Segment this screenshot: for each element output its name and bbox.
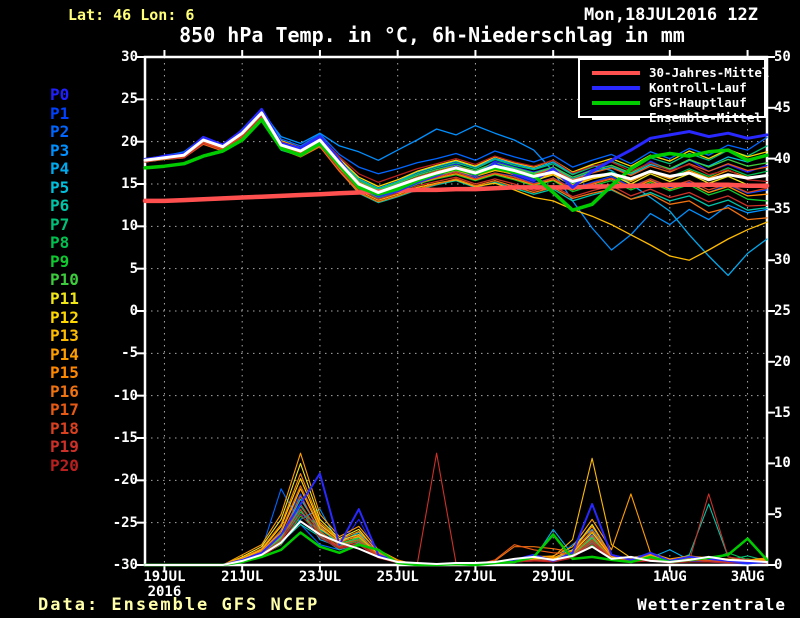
data-source-label: Data: Ensemble GFS NCEP [38, 595, 320, 615]
left-axis-tick-0: 0 [129, 303, 138, 319]
x-axis-tick-27JUL: 27JUL [454, 569, 497, 585]
x-axis-tick-1AUG: 1AUG [652, 569, 687, 585]
member-label-P15: P15 [50, 363, 79, 383]
member-label-P3: P3 [50, 140, 70, 160]
legend-swatch-Ensemble-Mittel [592, 115, 640, 120]
x-axis-tick-21JUL: 21JUL [221, 569, 264, 585]
member-label-P0: P0 [50, 85, 70, 104]
legend-item-Kontroll-Lauf: Kontroll-Lauf [592, 80, 760, 95]
left-axis-tick--5: -5 [121, 345, 138, 362]
run-datetime-label: Mon,18JUL2016 12Z [584, 5, 758, 25]
member-label-P19: P19 [50, 437, 79, 457]
left-axis-tick-10: 10 [121, 218, 138, 235]
special-line-Ensemble-Mittel-precip [144, 520, 768, 566]
legend-label-Ensemble-Mittel: Ensemble-Mittel [649, 110, 762, 125]
special-line-Ensemble-Mittel-temp [143, 111, 769, 194]
legend-item-30-Jahres-Mittel: 30-Jahres-Mittel [592, 65, 769, 80]
legend-label-30-Jahres-Mittel: 30-Jahres-Mittel [649, 65, 770, 80]
left-axis-tick--20: -20 [112, 472, 138, 489]
member-label-P2: P2 [50, 122, 70, 142]
left-axis-tick-30: 30 [121, 49, 138, 65]
member-label-P1: P1 [50, 103, 70, 123]
member-line-P9-precip [144, 515, 768, 566]
right-axis-tick-15: 15 [774, 404, 791, 421]
right-axis-tick-5: 5 [774, 506, 783, 523]
left-axis-tick--30: -30 [112, 557, 138, 573]
right-axis-tick-50: 50 [774, 49, 791, 65]
legend-item-GFS-Hauptlauf: GFS-Hauptlauf [592, 95, 760, 110]
member-line-P16-precip [144, 485, 768, 566]
member-line-P18-precip [144, 503, 768, 566]
special-line-30-Jahres-Mittel-temp [142, 182, 770, 204]
x-axis-tick-29JUL: 29JUL [532, 569, 575, 585]
member-label-P18: P18 [50, 418, 79, 438]
right-axis-tick-45: 45 [774, 99, 791, 116]
member-label-P14: P14 [50, 344, 79, 364]
member-label-column: P0 P1 P2 P3 P4 P5 P6 P7 P8 P9 P10 P11 P12 P13 P14 P15 P1… [50, 85, 79, 475]
member-label-P11: P11 [50, 289, 79, 309]
right-axis-tick-30: 30 [774, 252, 791, 269]
member-line-P2-precip [144, 488, 768, 566]
right-axis-tick-40: 40 [774, 150, 791, 167]
legend-item-Ensemble-Mittel: Ensemble-Mittel [592, 110, 762, 125]
coords-label: Lat: 46 Lon: 6 [68, 6, 195, 24]
left-axis-tick--10: -10 [112, 387, 138, 404]
x-axis-tick-23JUL: 23JUL [298, 569, 342, 585]
right-axis-tick-0: 0 [774, 557, 783, 573]
left-axis-tick-15: 15 [121, 176, 138, 192]
member-label-P12: P12 [50, 307, 79, 327]
left-axis-tick-25: 25 [121, 91, 138, 108]
member-label-P16: P16 [50, 381, 79, 401]
member-line-P19-precip [144, 452, 768, 566]
right-axis-tick-35: 35 [774, 201, 791, 218]
right-axis-tick-20: 20 [774, 353, 791, 370]
left-axis-tick--15: -15 [112, 430, 138, 446]
legend-swatch-30-Jahres-Mittel [592, 70, 640, 75]
chart-title: 850 hPa Temp. in °C, 6h-Niederschlag in … [179, 23, 685, 47]
member-label-P7: P7 [50, 214, 70, 234]
member-label-P4: P4 [50, 159, 70, 179]
x-axis-tick-19JUL: 19JUL [143, 569, 186, 585]
member-line-P19-temp [144, 115, 768, 207]
right-axis-tick-25: 25 [774, 303, 791, 319]
left-axis-tick-5: 5 [129, 260, 138, 277]
member-label-P20: P20 [50, 455, 79, 475]
brand-label: Wetterzentrale [637, 595, 786, 614]
member-label-P5: P5 [50, 177, 70, 197]
legend-swatch-GFS-Hauptlauf [592, 100, 640, 105]
member-line-P1-precip [144, 493, 768, 566]
member-label-P8: P8 [50, 233, 70, 253]
x-axis-tick-25JUL: 25JUL [376, 569, 419, 585]
member-line-P13-precip [144, 457, 768, 566]
member-line-P7-precip [144, 505, 768, 566]
x-axis-tick-3AUG: 3AUG [730, 569, 765, 585]
member-label-P17: P17 [50, 400, 79, 420]
legend-swatch-Kontroll-Lauf [592, 85, 640, 90]
x-axis-year-label: 2016 [147, 584, 182, 600]
right-axis-tick-10: 10 [774, 455, 791, 472]
member-line-P14-precip [144, 452, 768, 566]
member-label-P6: P6 [50, 196, 70, 216]
member-line-P11-precip [144, 462, 768, 566]
legend-label-Kontroll-Lauf: Kontroll-Lauf [649, 80, 747, 95]
left-axis-tick-20: 20 [121, 133, 138, 150]
left-axis-tick--25: -25 [112, 514, 138, 531]
member-line-P17-precip [144, 495, 768, 566]
legend-box: 30-Jahres-Mittel Kontroll-Lauf GFS-Hauptla… [578, 58, 769, 125]
legend-label-GFS-Hauptlauf: GFS-Hauptlauf [649, 95, 747, 110]
member-label-P9: P9 [50, 251, 70, 271]
plot-area [137, 50, 775, 572]
member-line-P6-precip [144, 503, 768, 566]
member-label-P13: P13 [50, 326, 79, 346]
member-label-P10: P10 [50, 270, 79, 290]
member-line-P5-precip [144, 498, 768, 566]
